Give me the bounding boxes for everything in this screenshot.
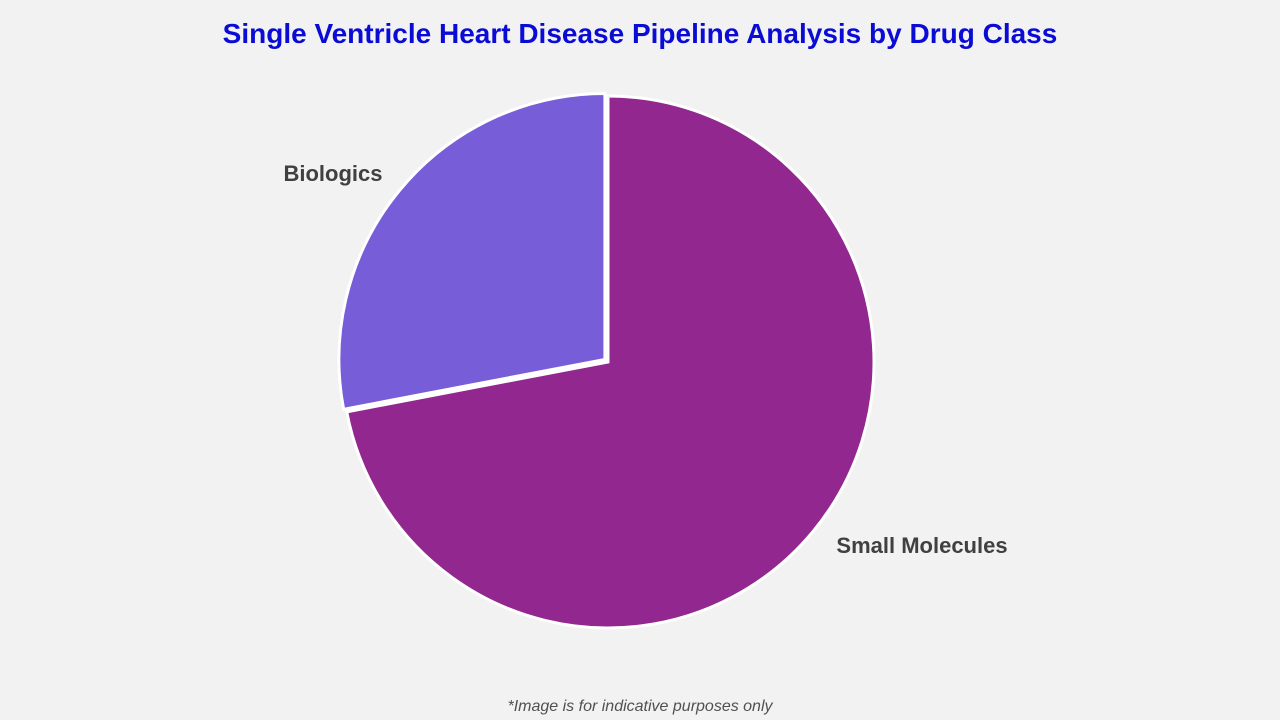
chart-title: Single Ventricle Heart Disease Pipeline … <box>222 18 1058 49</box>
pie-slice-small-molecules <box>344 94 876 630</box>
slice-label: Biologics <box>283 161 382 186</box>
pie-slice-biologics <box>337 91 607 412</box>
slice-label: Small Molecules <box>836 533 1007 558</box>
footnote: *Image is for indicative purposes only <box>507 698 773 715</box>
